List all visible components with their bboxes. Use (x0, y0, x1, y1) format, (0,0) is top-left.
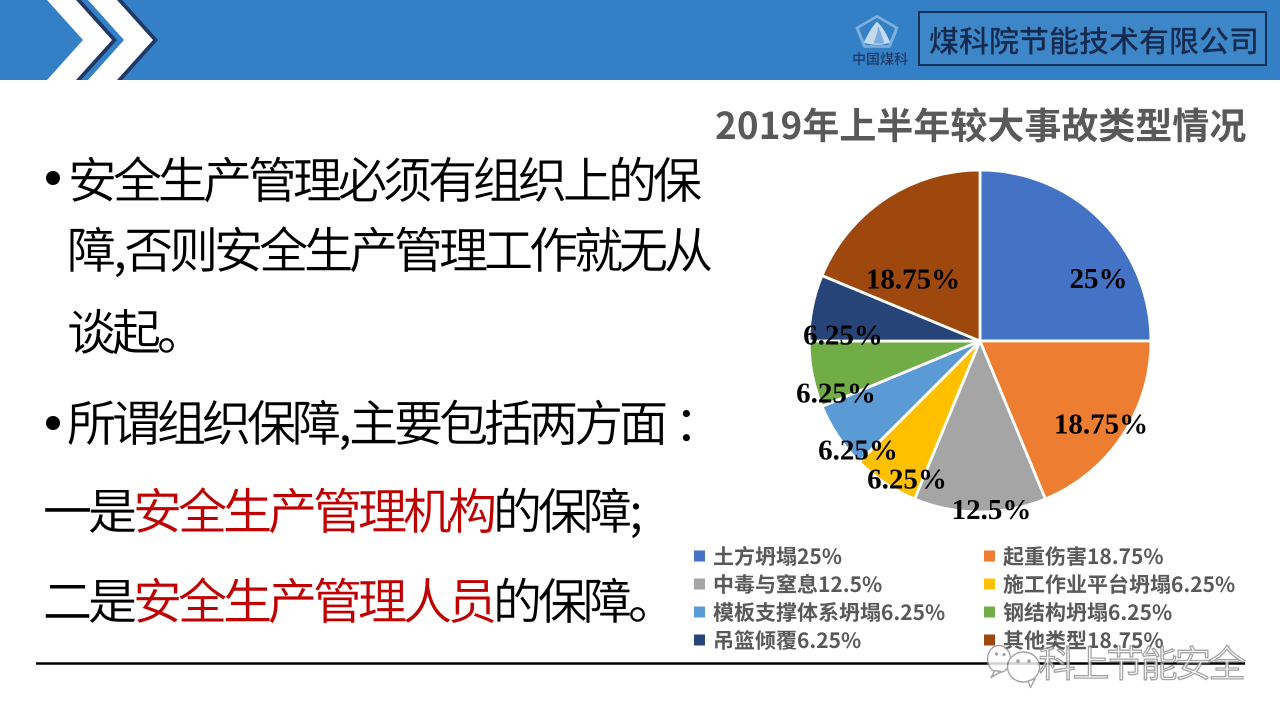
svg-text:6.25%: 6.25% (867, 464, 947, 496)
svg-text:18.75%: 18.75% (1054, 409, 1148, 441)
svg-text:12.5%: 12.5% (952, 494, 1032, 526)
svg-text:6.25%: 6.25% (796, 378, 876, 410)
svg-text:25%: 25% (1070, 263, 1128, 295)
svg-text:18.75%: 18.75% (866, 264, 960, 296)
svg-text:6.25%: 6.25% (803, 320, 883, 352)
svg-text:6.25%: 6.25% (818, 435, 898, 467)
